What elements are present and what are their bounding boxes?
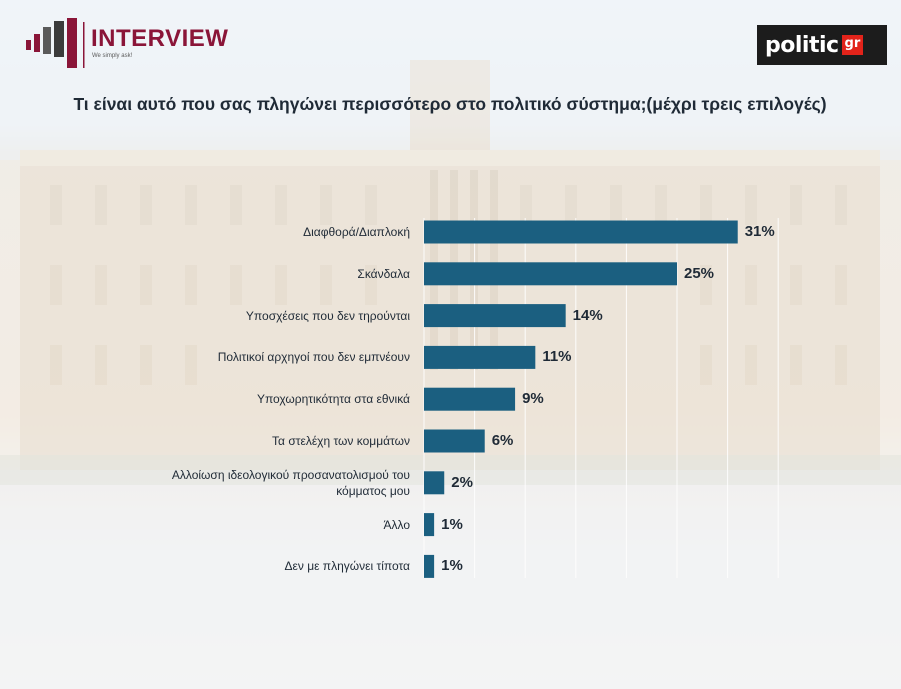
value-label: 14% [572, 306, 603, 324]
category-label: Πολιτικοί αρχηγοί που δεν εμπνέουν [217, 350, 410, 365]
bar [424, 429, 485, 453]
category-label: Τα στελέχη των κομμάτων [272, 434, 410, 448]
category-label: Υποσχέσεις που δεν τηρούνται [245, 308, 410, 323]
politic-logo-suffix: gr [841, 35, 864, 55]
category-label: Δεν με πληγώνει τίποτα [284, 559, 411, 574]
bar [424, 387, 516, 411]
value-label: 31% [744, 223, 775, 240]
politic-logo-text: politic [765, 32, 839, 58]
category-label: Σκάνδαλα [357, 266, 410, 281]
category-label: Αλλοίωση ιδεολογικού προσανατολισμού του… [171, 467, 410, 498]
value-label: 1% [441, 515, 463, 533]
brand-tagline: We simply ask! [92, 53, 133, 59]
bar [424, 220, 738, 244]
value-label: 2% [451, 473, 473, 491]
category-label: Υποχωρητικότητα στα εθνικά [256, 392, 410, 407]
bar [424, 262, 677, 286]
value-label: 1% [441, 557, 463, 575]
chart-title: Τι είναι αυτό που σας πληγώνει περισσότε… [73, 94, 827, 114]
politic-gr-logo: politic gr [757, 25, 887, 65]
bar [424, 471, 445, 495]
bar [424, 513, 435, 537]
category-label: Διαφθορά/Διαπλοκή [303, 225, 410, 239]
bar [424, 345, 536, 369]
brand-name: INTERVIEW [91, 25, 229, 52]
interview-logo-icon [26, 18, 85, 68]
category-label: Άλλο [383, 517, 410, 532]
value-label: 11% [542, 348, 572, 366]
bar [424, 304, 566, 328]
value-label: 9% [522, 390, 544, 408]
value-label: 25% [684, 264, 715, 282]
bar [424, 554, 435, 578]
value-label: 6% [491, 432, 514, 449]
